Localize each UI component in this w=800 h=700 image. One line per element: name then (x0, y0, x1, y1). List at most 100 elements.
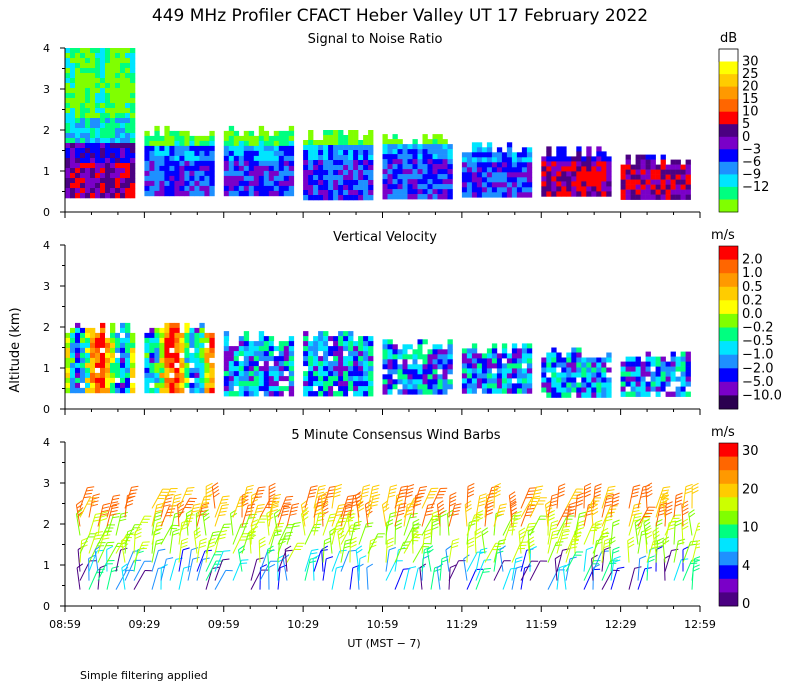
heatmap-cell (412, 164, 418, 170)
heatmap-cell (382, 169, 388, 175)
heatmap-cell (476, 187, 483, 193)
heatmap-cell (248, 155, 255, 162)
heatmap-cell (511, 157, 518, 163)
heatmap-cell (194, 140, 200, 147)
colorbar-label: −1.0 (742, 348, 774, 363)
heatmap-cell (591, 382, 597, 388)
heatmap-cell (105, 332, 111, 339)
heatmap-cell (253, 165, 260, 172)
heatmap-cell (248, 180, 255, 187)
heatmap-cell (382, 159, 388, 165)
heatmap-cell (466, 177, 473, 183)
heatmap-cell (363, 150, 369, 156)
heatmap-cell (432, 149, 438, 155)
heatmap-cell (491, 388, 498, 394)
heatmap-cell (189, 135, 195, 142)
heatmap-cell (620, 184, 626, 190)
heatmap-cell (179, 382, 185, 389)
heatmap-cell (496, 378, 503, 384)
heatmap-cell (412, 354, 418, 360)
heatmap-cell (551, 191, 557, 197)
heatmap-cell (223, 376, 230, 382)
heatmap-cell (100, 143, 106, 149)
heatmap-cell (606, 387, 612, 393)
wind-barb (106, 545, 114, 572)
heatmap-cell (392, 154, 398, 160)
heatmap-cell (670, 174, 676, 180)
heatmap-cell (288, 165, 295, 172)
heatmap-cell (333, 341, 339, 347)
heatmap-cell (248, 346, 255, 352)
heatmap-cell (70, 153, 76, 159)
heatmap-cell (670, 159, 676, 165)
heatmap-cell (253, 185, 260, 192)
heatmap-cell (417, 349, 423, 355)
heatmap-cell (650, 174, 656, 180)
heatmap-cell (149, 145, 155, 152)
heatmap-cell (645, 361, 651, 367)
heatmap-cell (70, 173, 76, 179)
heatmap-cell (556, 191, 562, 197)
heatmap-cell (382, 379, 388, 385)
heatmap-cell (501, 162, 508, 168)
heatmap-cell (194, 150, 200, 157)
heatmap-cell (447, 149, 453, 155)
heatmap-cell (115, 138, 121, 144)
heatmap-cell (199, 135, 205, 142)
wind-barb (88, 493, 100, 518)
heatmap-cell (561, 171, 567, 177)
heatmap-cell (204, 185, 210, 192)
heatmap-cell (516, 368, 523, 374)
heatmap-cell (630, 366, 636, 372)
heatmap-cell (75, 68, 81, 74)
heatmap-cell (387, 169, 393, 175)
heatmap-segment (65, 322, 136, 394)
heatmap-cell (501, 348, 508, 354)
wind-barb (499, 545, 506, 572)
heatmap-cell (125, 138, 131, 144)
heatmap-cell (169, 155, 175, 162)
heatmap-cell (263, 170, 270, 177)
heatmap-cell (368, 185, 374, 191)
heatmap-cell (65, 382, 71, 389)
heatmap-cell (199, 347, 205, 354)
heatmap-cell (159, 145, 165, 152)
heatmap-cell (318, 165, 324, 171)
heatmap-cell (209, 342, 215, 349)
heatmap-cell (387, 149, 393, 155)
heatmap-cell (263, 160, 270, 167)
heatmap-cell (189, 372, 195, 379)
heatmap-cell (561, 161, 567, 167)
y-tick-label: 0 (43, 403, 50, 416)
heatmap-cell (238, 190, 245, 197)
heatmap-cell (105, 98, 111, 104)
heatmap-cell (318, 331, 324, 337)
heatmap-cell (238, 185, 245, 192)
heatmap-cell (120, 327, 126, 334)
heatmap-cell (471, 358, 478, 364)
heatmap-cell (100, 103, 106, 109)
heatmap-cell (204, 150, 210, 157)
heatmap-cell (417, 379, 423, 385)
heatmap-cell (233, 170, 240, 177)
heatmap-cell (511, 388, 518, 394)
heatmap-cell (417, 364, 423, 370)
heatmap-cell (417, 154, 423, 160)
heatmap-cell (491, 177, 498, 183)
colorbar-label: 0.5 (742, 280, 763, 295)
heatmap-cell (65, 118, 71, 124)
heatmap-cell (65, 133, 71, 139)
heatmap-cell (159, 382, 165, 389)
heatmap-cell (640, 159, 646, 165)
heatmap-cell (209, 377, 215, 384)
heatmap-cell (75, 178, 81, 184)
heatmap-cell (90, 183, 96, 189)
heatmap-cell (199, 155, 205, 162)
heatmap-cell (189, 342, 195, 349)
colorbar-label: 0.0 (742, 307, 763, 322)
heatmap-cell (338, 195, 344, 201)
heatmap-cell (80, 158, 86, 164)
heatmap-cell (125, 173, 131, 179)
heatmap-cell (253, 150, 260, 157)
wind-barb (556, 515, 575, 536)
